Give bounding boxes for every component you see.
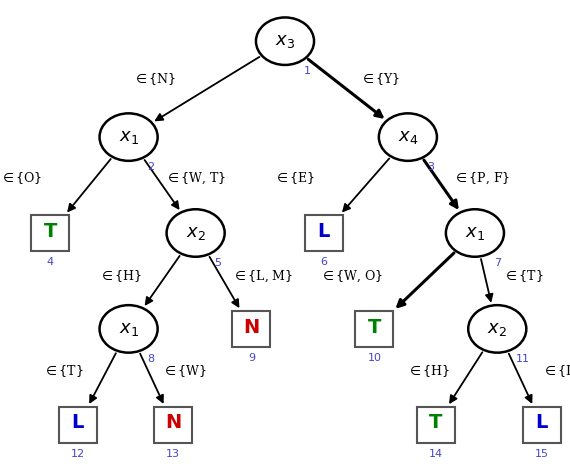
Text: 5: 5: [214, 258, 222, 268]
Text: 9: 9: [248, 353, 255, 363]
Text: 1: 1: [304, 66, 311, 76]
FancyBboxPatch shape: [305, 215, 343, 251]
FancyBboxPatch shape: [417, 406, 455, 443]
Text: 10: 10: [368, 353, 381, 363]
Text: 12: 12: [71, 449, 86, 459]
Text: $x_{1}$: $x_{1}$: [465, 224, 485, 242]
Text: $\mathbf{N}$: $\mathbf{N}$: [243, 319, 260, 336]
Text: $\in \{$O$\}$: $\in \{$O$\}$: [0, 170, 42, 186]
Text: $\mathbf{T}$: $\mathbf{T}$: [43, 223, 58, 240]
Circle shape: [379, 113, 437, 161]
Text: 6: 6: [320, 257, 328, 267]
Text: $\in \{$N$\}$: $\in \{$N$\}$: [133, 71, 176, 87]
Text: 3: 3: [427, 162, 434, 172]
Text: $x_{3}$: $x_{3}$: [275, 32, 295, 50]
Text: 2: 2: [148, 162, 154, 172]
FancyBboxPatch shape: [233, 311, 271, 347]
Text: $x_{1}$: $x_{1}$: [119, 128, 139, 146]
Text: $\in \{$T$\}$: $\in \{$T$\}$: [43, 363, 84, 379]
Text: $\in \{$H$\}$: $\in \{$H$\}$: [407, 363, 450, 379]
Text: $\in \{$W, O$\}$: $\in \{$W, O$\}$: [320, 269, 382, 284]
Text: 4: 4: [47, 257, 54, 267]
Text: $\mathbf{L}$: $\mathbf{L}$: [71, 414, 86, 432]
Circle shape: [256, 17, 314, 65]
Text: $\in \{$E$\}$: $\in \{$E$\}$: [274, 170, 316, 186]
Circle shape: [468, 305, 526, 353]
Text: $x_{2}$: $x_{2}$: [186, 224, 206, 242]
Text: $x_{1}$: $x_{1}$: [119, 320, 139, 338]
Circle shape: [166, 209, 225, 257]
Circle shape: [100, 305, 158, 353]
Text: $\in \{$W, T$\}$: $\in \{$W, T$\}$: [165, 171, 226, 186]
Text: 13: 13: [166, 449, 180, 459]
Text: $\in \{$L, M$\}$: $\in \{$L, M$\}$: [232, 269, 293, 284]
FancyBboxPatch shape: [59, 406, 97, 443]
FancyBboxPatch shape: [523, 406, 561, 443]
Text: 7: 7: [494, 258, 501, 268]
Text: $\mathbf{L}$: $\mathbf{L}$: [317, 223, 331, 240]
Text: $x_{4}$: $x_{4}$: [398, 128, 418, 146]
Text: 15: 15: [535, 449, 549, 459]
Text: $\mathbf{T}$: $\mathbf{T}$: [428, 414, 443, 432]
Text: $x_{2}$: $x_{2}$: [487, 320, 507, 338]
Text: $\in \{$L, M$\}$: $\in \{$L, M$\}$: [542, 363, 570, 379]
Text: $\in \{$P, F$\}$: $\in \{$P, F$\}$: [453, 171, 510, 186]
FancyBboxPatch shape: [31, 215, 70, 251]
Circle shape: [446, 209, 504, 257]
Text: $\mathbf{L}$: $\mathbf{L}$: [535, 414, 549, 432]
Text: 14: 14: [429, 449, 443, 459]
Text: $\in \{$Y$\}$: $\in \{$Y$\}$: [360, 71, 401, 87]
Circle shape: [100, 113, 158, 161]
Text: $\in \{$H$\}$: $\in \{$H$\}$: [100, 268, 142, 284]
Text: $\in \{$T$\}$: $\in \{$T$\}$: [503, 268, 543, 284]
FancyBboxPatch shape: [355, 311, 393, 347]
Text: 11: 11: [516, 354, 530, 364]
Text: $\mathbf{T}$: $\mathbf{T}$: [367, 319, 382, 336]
Text: 8: 8: [148, 354, 154, 364]
Text: $\mathbf{N}$: $\mathbf{N}$: [165, 414, 181, 432]
Text: $\in \{$W$\}$: $\in \{$W$\}$: [162, 363, 207, 379]
FancyBboxPatch shape: [154, 406, 192, 443]
